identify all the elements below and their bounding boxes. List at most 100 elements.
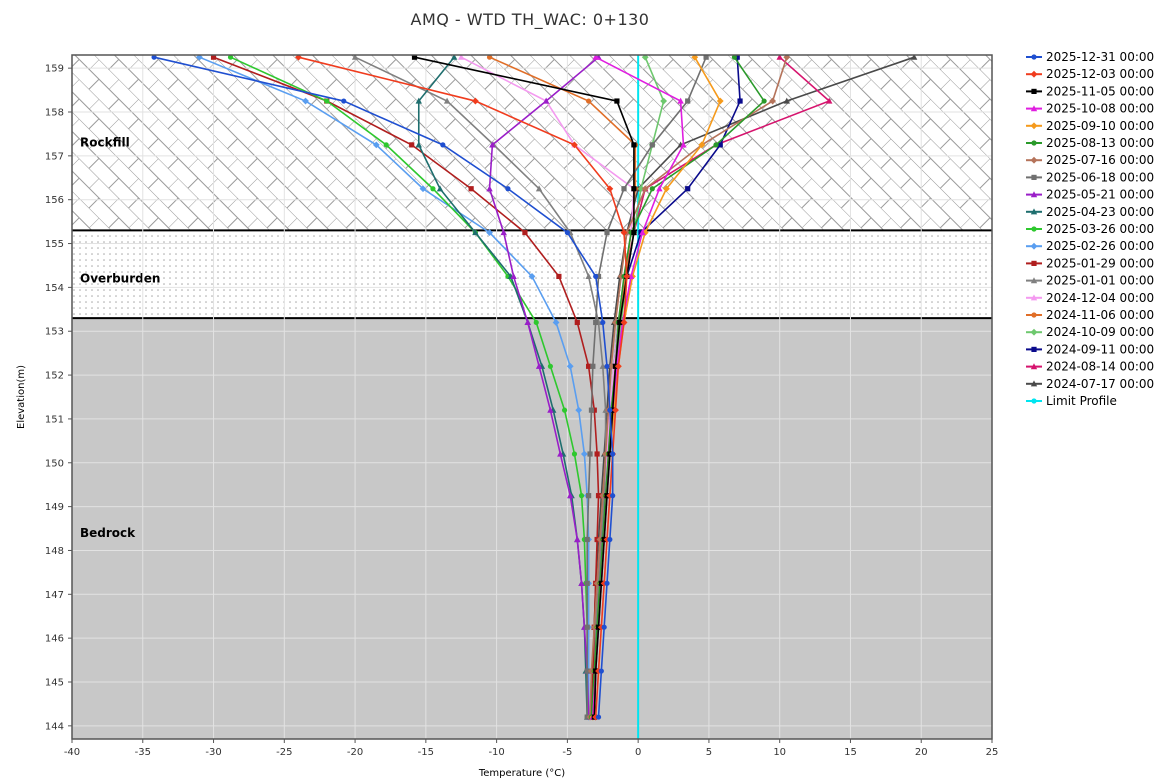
data-point <box>598 668 604 674</box>
data-point <box>663 185 670 193</box>
legend-item: 2025-12-31 00:00 <box>1026 50 1154 64</box>
data-point <box>600 319 606 326</box>
data-point <box>587 451 593 457</box>
data-point <box>623 273 631 280</box>
data-point <box>586 493 592 499</box>
legend-swatch-marker <box>1030 380 1038 387</box>
legend-item: 2025-05-21 00:00 <box>1026 188 1154 202</box>
data-point <box>430 186 436 192</box>
legend-item: Limit Profile <box>1026 394 1117 408</box>
data-point <box>535 185 543 192</box>
series-line <box>199 56 590 718</box>
legend-label: 2025-09-10 00:00 <box>1046 119 1154 133</box>
data-point <box>561 407 568 413</box>
data-point <box>761 98 767 104</box>
legend-label: 2025-12-03 00:00 <box>1046 67 1154 81</box>
data-point <box>295 55 302 61</box>
data-point <box>685 186 691 192</box>
legend-item: 2025-09-10 00:00 <box>1026 119 1154 133</box>
data-point <box>601 624 607 630</box>
data-point <box>542 97 550 104</box>
data-point <box>151 55 157 60</box>
legend-item: 2025-08-13 00:00 <box>1026 136 1154 150</box>
data-point <box>341 98 347 104</box>
legend-label: 2025-10-08 00:00 <box>1046 102 1154 116</box>
series-line <box>153 56 614 718</box>
data-point <box>486 229 493 236</box>
data-point <box>472 229 479 236</box>
y-tick-label: 152 <box>45 371 64 382</box>
legend-swatch-marker <box>1031 346 1037 352</box>
legend-label: 2025-11-05 00:00 <box>1046 84 1154 98</box>
legend-label: 2025-05-21 00:00 <box>1046 188 1154 202</box>
legend-item: 2025-11-05 00:00 <box>1026 84 1154 98</box>
data-point <box>533 319 539 326</box>
data-point <box>737 98 743 104</box>
legend-swatch-marker <box>1030 294 1038 301</box>
data-point <box>415 97 422 104</box>
data-point <box>524 319 531 326</box>
data-point <box>436 185 444 192</box>
y-tick-label: 151 <box>45 414 64 425</box>
y-tick-label: 147 <box>45 590 64 601</box>
data-point <box>593 273 599 280</box>
legend-label: 2025-02-26 00:00 <box>1046 239 1154 253</box>
data-point <box>575 406 583 414</box>
legend-item: 2024-11-06 00:00 <box>1026 308 1154 322</box>
data-point <box>703 55 709 60</box>
data-point <box>578 493 585 499</box>
data-point <box>415 141 422 148</box>
legend-item: 2025-04-23 00:00 <box>1026 205 1154 219</box>
y-tick-label: 159 <box>45 64 64 75</box>
data-point <box>595 714 602 720</box>
legend-swatch-marker <box>1030 208 1038 215</box>
data-point <box>486 55 493 60</box>
data-point <box>522 229 528 236</box>
y-tick-label: 156 <box>45 195 64 206</box>
legend-swatch-marker <box>1031 88 1037 94</box>
legend-swatch-marker <box>1030 242 1038 250</box>
y-tick-label: 154 <box>45 283 64 294</box>
data-point <box>595 493 602 499</box>
data-point <box>595 273 602 280</box>
data-point <box>588 407 595 413</box>
legend-item: 2025-02-26 00:00 <box>1026 239 1154 253</box>
data-point <box>486 185 493 192</box>
x-tick-label: 10 <box>773 747 786 758</box>
data-point <box>606 185 614 193</box>
legend-swatch-marker <box>1031 260 1037 266</box>
legend-item: 2025-06-18 00:00 <box>1026 170 1154 184</box>
legend-swatch-marker <box>1030 70 1038 78</box>
data-point <box>717 142 723 148</box>
y-tick-label: 155 <box>45 239 64 250</box>
legend-item: 2025-03-26 00:00 <box>1026 222 1154 236</box>
legend-item: 2025-07-16 00:00 <box>1026 153 1154 167</box>
data-point <box>660 97 668 105</box>
series-202512310000 <box>151 55 616 720</box>
x-tick-label: -30 <box>205 747 221 758</box>
legend-label: 2024-08-14 00:00 <box>1046 360 1154 374</box>
data-point <box>468 186 474 192</box>
data-point <box>631 186 637 192</box>
data-point <box>585 273 592 280</box>
plot-frame <box>71 54 993 740</box>
data-point <box>637 185 645 193</box>
data-point <box>612 406 619 414</box>
data-point <box>631 142 637 148</box>
y-tick-label: 144 <box>45 721 64 732</box>
data-point <box>489 141 496 148</box>
series-line <box>354 56 607 718</box>
data-point <box>599 362 606 369</box>
legend-item: 2025-10-08 00:00 <box>1026 102 1154 116</box>
data-point <box>593 319 599 326</box>
data-point <box>443 97 451 104</box>
x-tick-label: -15 <box>418 747 434 758</box>
data-point <box>731 55 737 60</box>
legend-item: 2025-01-01 00:00 <box>1026 274 1154 288</box>
data-point <box>586 98 592 104</box>
data-point <box>607 407 613 413</box>
series-line <box>414 56 635 718</box>
data-point <box>505 186 511 192</box>
zone-label-overburden: Overburden <box>80 272 160 286</box>
